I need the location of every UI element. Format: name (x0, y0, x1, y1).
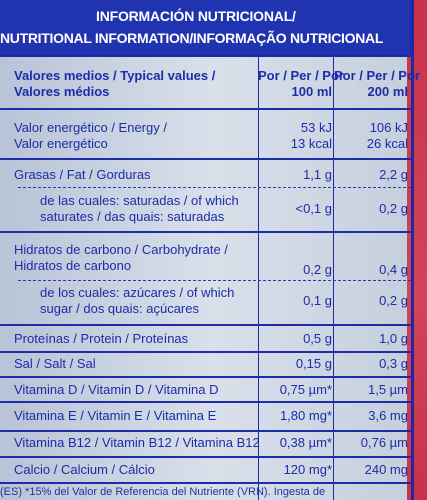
column-divider-2 (333, 55, 334, 500)
protein-label: Proteínas / Protein / Proteínas (14, 331, 189, 346)
col-header-200-2: 200 ml (367, 84, 408, 99)
calcium-100: 120 mg* (283, 462, 332, 477)
vitamin-b12-label: Vitamina B12 / Vitamin B12 / Vitamina B1… (14, 435, 260, 450)
vitamin-b12-200: 0,76 µm (360, 435, 408, 450)
divider (0, 482, 411, 484)
divider (0, 430, 411, 432)
sugars-label-2: sugar / dos quais: açúcares (40, 301, 199, 316)
header-title-en-pt: NUTRITIONAL INFORMATION/INFORMAÇÃO NUTRI… (0, 30, 384, 46)
vitamin-d-200: 1,5 µm (367, 382, 408, 397)
col-header-label-1: Valores medios / Typical values / (14, 68, 216, 83)
protein-100: 0,5 g (303, 331, 332, 346)
fat-200: 2,2 g (379, 167, 408, 182)
salt-100: 0,15 g (295, 356, 332, 371)
saturates-label-1: de las cuales: saturadas / of which (40, 193, 239, 208)
header-title-es: INFORMACIÓN NUTRICIONAL/ (96, 8, 296, 24)
carbs-label-2: Hidratos de carbono (14, 258, 132, 273)
vitamin-e-100: 1,80 mg* (279, 408, 332, 423)
calcium-200: 240 mg (364, 462, 408, 477)
dashed-divider (18, 280, 411, 281)
saturates-100: <0,1 g (295, 201, 332, 216)
vitamin-d-100: 0,75 µm* (279, 382, 332, 397)
col-header-100-1: Por / Per / Por (258, 68, 344, 83)
vitamin-b12-100: 0,38 µm* (279, 435, 332, 450)
sugars-100: 0,1 g (303, 293, 332, 308)
salt-label: Sal / Salt / Sal (14, 356, 96, 371)
vitamin-d-label: Vitamina D / Vitamin D / Vitamina D (14, 382, 219, 397)
energy-200-kcal: 26 kcal (366, 136, 408, 151)
column-divider-1 (258, 55, 259, 500)
protein-200: 1,0 g (379, 331, 408, 346)
carbs-200: 0,4 g (379, 262, 408, 277)
divider (0, 108, 411, 110)
saturates-label-2: saturates / das quais: saturadas (40, 209, 225, 224)
saturates-200: 0,2 g (379, 201, 408, 216)
divider (0, 158, 411, 160)
col-header-200-1: Por / Per / Por (334, 68, 420, 83)
carbs-100: 0,2 g (303, 262, 332, 277)
vitamin-e-label: Vitamina E / Vitamin E / Vitamina E (14, 408, 217, 423)
fat-100: 1,1 g (303, 167, 332, 182)
col-header-label-2: Valores médios (14, 84, 110, 99)
energy-100-kcal: 13 kcal (290, 136, 332, 151)
calcium-label: Calcio / Calcium / Cálcio (14, 462, 155, 477)
divider (0, 456, 411, 458)
energy-100-kj: 53 kJ (300, 120, 332, 135)
divider (0, 376, 411, 378)
divider (0, 401, 411, 403)
col-header-100-2: 100 ml (291, 84, 332, 99)
energy-label-2: Valor energético (14, 136, 108, 151)
vitamin-e-200: 3,6 mg (368, 408, 408, 423)
table-header: INFORMACIÓN NUTRICIONAL/ NUTRITIONAL INF… (0, 0, 411, 57)
divider (0, 324, 411, 326)
divider (0, 231, 411, 233)
divider (0, 351, 411, 353)
fat-label: Grasas / Fat / Gorduras (14, 167, 151, 182)
sugars-label-1: de los cuales: azúcares / of which (40, 285, 235, 300)
energy-label-1: Valor energético / Energy / (14, 120, 167, 135)
sugars-200: 0,2 g (379, 293, 408, 308)
dashed-divider (18, 187, 411, 188)
energy-200-kj: 106 kJ (369, 120, 408, 135)
salt-200: 0,3 g (379, 356, 408, 371)
carbs-label-1: Hidratos de carbono / Carbohydrate / (14, 242, 228, 257)
footnote: (ES) *15% del Valor de Referencia del Nu… (0, 486, 326, 498)
